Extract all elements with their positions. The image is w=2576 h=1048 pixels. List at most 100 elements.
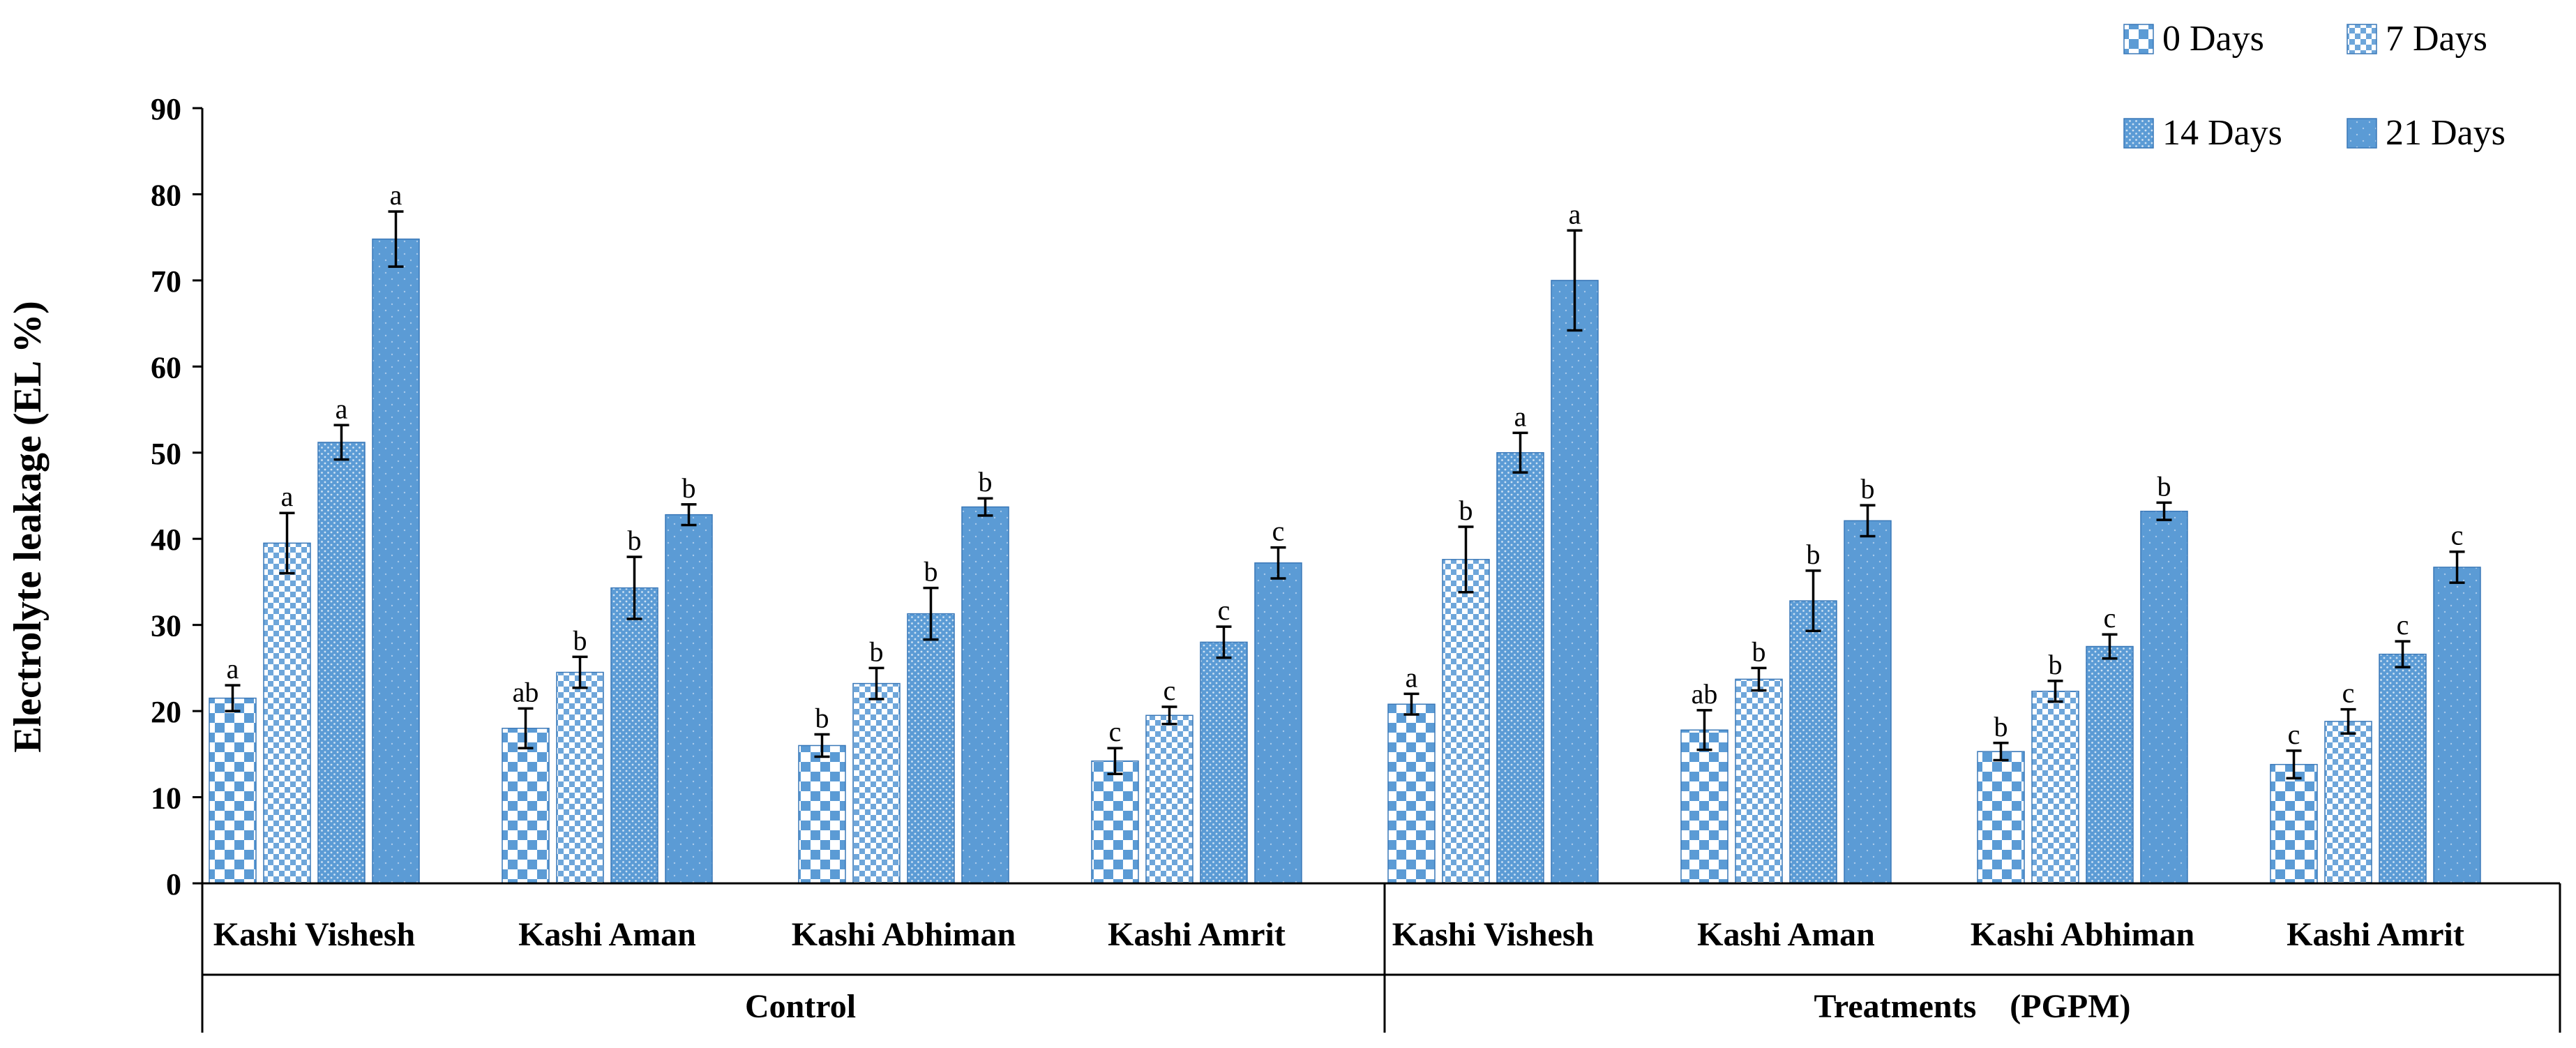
error-bar: [923, 586, 939, 641]
legend-item: 7 Days: [2347, 19, 2487, 59]
x-category-label: Kashi Aman: [1697, 916, 1875, 953]
error-bar: [1270, 546, 1286, 580]
error-bar: [1458, 525, 1474, 594]
error-bar: [279, 511, 295, 575]
bar: [502, 728, 550, 884]
y-axis-title: Electrolyte leakage (EL %): [6, 301, 50, 753]
bar: [1091, 760, 1139, 884]
significance-letter: a: [1569, 198, 1581, 230]
legend-swatch: [2123, 118, 2154, 149]
error-bar: [1993, 742, 2009, 762]
bar: [2031, 690, 2079, 884]
significance-letter: a: [390, 179, 402, 211]
bar: [1442, 559, 1490, 884]
legend-label: 7 Days: [2386, 19, 2487, 59]
y-axis-ticks: 0 10 20 30 40 50 60 70 80 90: [151, 92, 202, 901]
y-tick-label: 60: [151, 350, 181, 384]
axes: [201, 108, 2561, 1033]
error-bar: [1216, 625, 1232, 659]
significance-letter: a: [1514, 401, 1527, 432]
bar: [1200, 641, 1248, 884]
bar: [209, 697, 257, 884]
bar: [1145, 714, 1193, 884]
significance-letter: c: [2397, 609, 2409, 641]
bar: [372, 238, 420, 884]
bar: [2379, 653, 2427, 884]
significance-letter: c: [2104, 602, 2116, 634]
bar: [1387, 703, 1436, 884]
bar: [2270, 763, 2318, 884]
y-axis-label: Electrolyte leakage (EL %): [6, 301, 50, 753]
significance-letter: c: [2451, 520, 2464, 551]
error-bar: [814, 733, 830, 758]
legend-label: 14 Days: [2162, 113, 2282, 153]
significance-letter: b: [573, 624, 587, 656]
legend: 0 Days 7 Days 14 Days 21 Days: [2123, 19, 2506, 153]
legend-label: 21 Days: [2386, 113, 2506, 153]
bar: [1496, 452, 1544, 884]
significance-letter: ab: [513, 676, 539, 708]
significance-letter: b: [682, 472, 696, 504]
x-category-label: Kashi Abhiman: [1971, 916, 2194, 953]
significance-letter: c: [1109, 716, 1122, 747]
significance-letter: c: [1272, 516, 1285, 547]
y-tick-label: 10: [151, 781, 181, 816]
bar: [1551, 280, 1599, 884]
bar: [2086, 645, 2134, 884]
significance-letter: b: [1752, 636, 1766, 667]
x-group-label: Treatments (PGPM): [1814, 988, 2130, 1025]
significance-letter: ab: [1692, 678, 1718, 710]
error-bar: [1403, 692, 1419, 716]
bar: [907, 613, 955, 884]
legend-label: 0 Days: [2162, 19, 2264, 59]
x-category-label: Kashi Vishesh: [1392, 916, 1594, 953]
error-bar: [518, 707, 534, 749]
y-tick-label: 70: [151, 264, 181, 299]
significance-letter: c: [1218, 594, 1230, 626]
error-bar: [1107, 747, 1123, 775]
significance-letter: b: [1994, 711, 2008, 742]
y-tick-label: 90: [151, 92, 181, 126]
error-bar: [333, 424, 349, 461]
bar: [1735, 678, 1783, 884]
bar: [852, 682, 901, 884]
significance-letter: a: [1406, 661, 1418, 693]
error-bar: [1751, 666, 1767, 692]
bar: [1789, 600, 1837, 884]
legend-item: 0 Days: [2123, 19, 2264, 59]
x-category-label: Kashi Amrit: [1108, 916, 1286, 953]
error-bar: [681, 503, 697, 527]
y-tick-label: 40: [151, 523, 181, 557]
y-tick-label: 50: [151, 437, 181, 471]
y-tick-label: 0: [166, 867, 181, 901]
bar: [263, 542, 311, 884]
bar: [317, 442, 366, 884]
error-bar: [977, 497, 993, 517]
error-bar: [2047, 680, 2063, 703]
error-bar: [1512, 431, 1528, 474]
bar: [1254, 562, 1302, 884]
significance-letter: a: [281, 481, 294, 512]
error-bar: [2156, 501, 2172, 521]
significance-letter: b: [815, 702, 829, 733]
error-bar: [2286, 749, 2302, 780]
error-bar: [2102, 633, 2118, 660]
y-tick-label: 20: [151, 695, 181, 729]
bar-series: [209, 238, 2481, 884]
x-group-label: Control: [745, 988, 856, 1025]
error-bar: [388, 210, 404, 268]
y-tick-label: 80: [151, 178, 181, 212]
bar: [798, 744, 846, 884]
error-bar: [1696, 709, 1712, 751]
significance-letter: b: [1807, 539, 1821, 570]
error-bar: [572, 655, 588, 689]
bar: [2324, 721, 2372, 884]
error-bar: [1161, 705, 1177, 726]
x-category-label: Kashi Vishesh: [213, 916, 415, 953]
bar: [556, 671, 604, 884]
bar: [610, 587, 658, 884]
legend-item: 14 Days: [2123, 113, 2282, 153]
x-category-label: Kashi Abhiman: [792, 916, 1016, 953]
x-axis-group-labels: Control Treatments (PGPM): [745, 988, 2131, 1025]
